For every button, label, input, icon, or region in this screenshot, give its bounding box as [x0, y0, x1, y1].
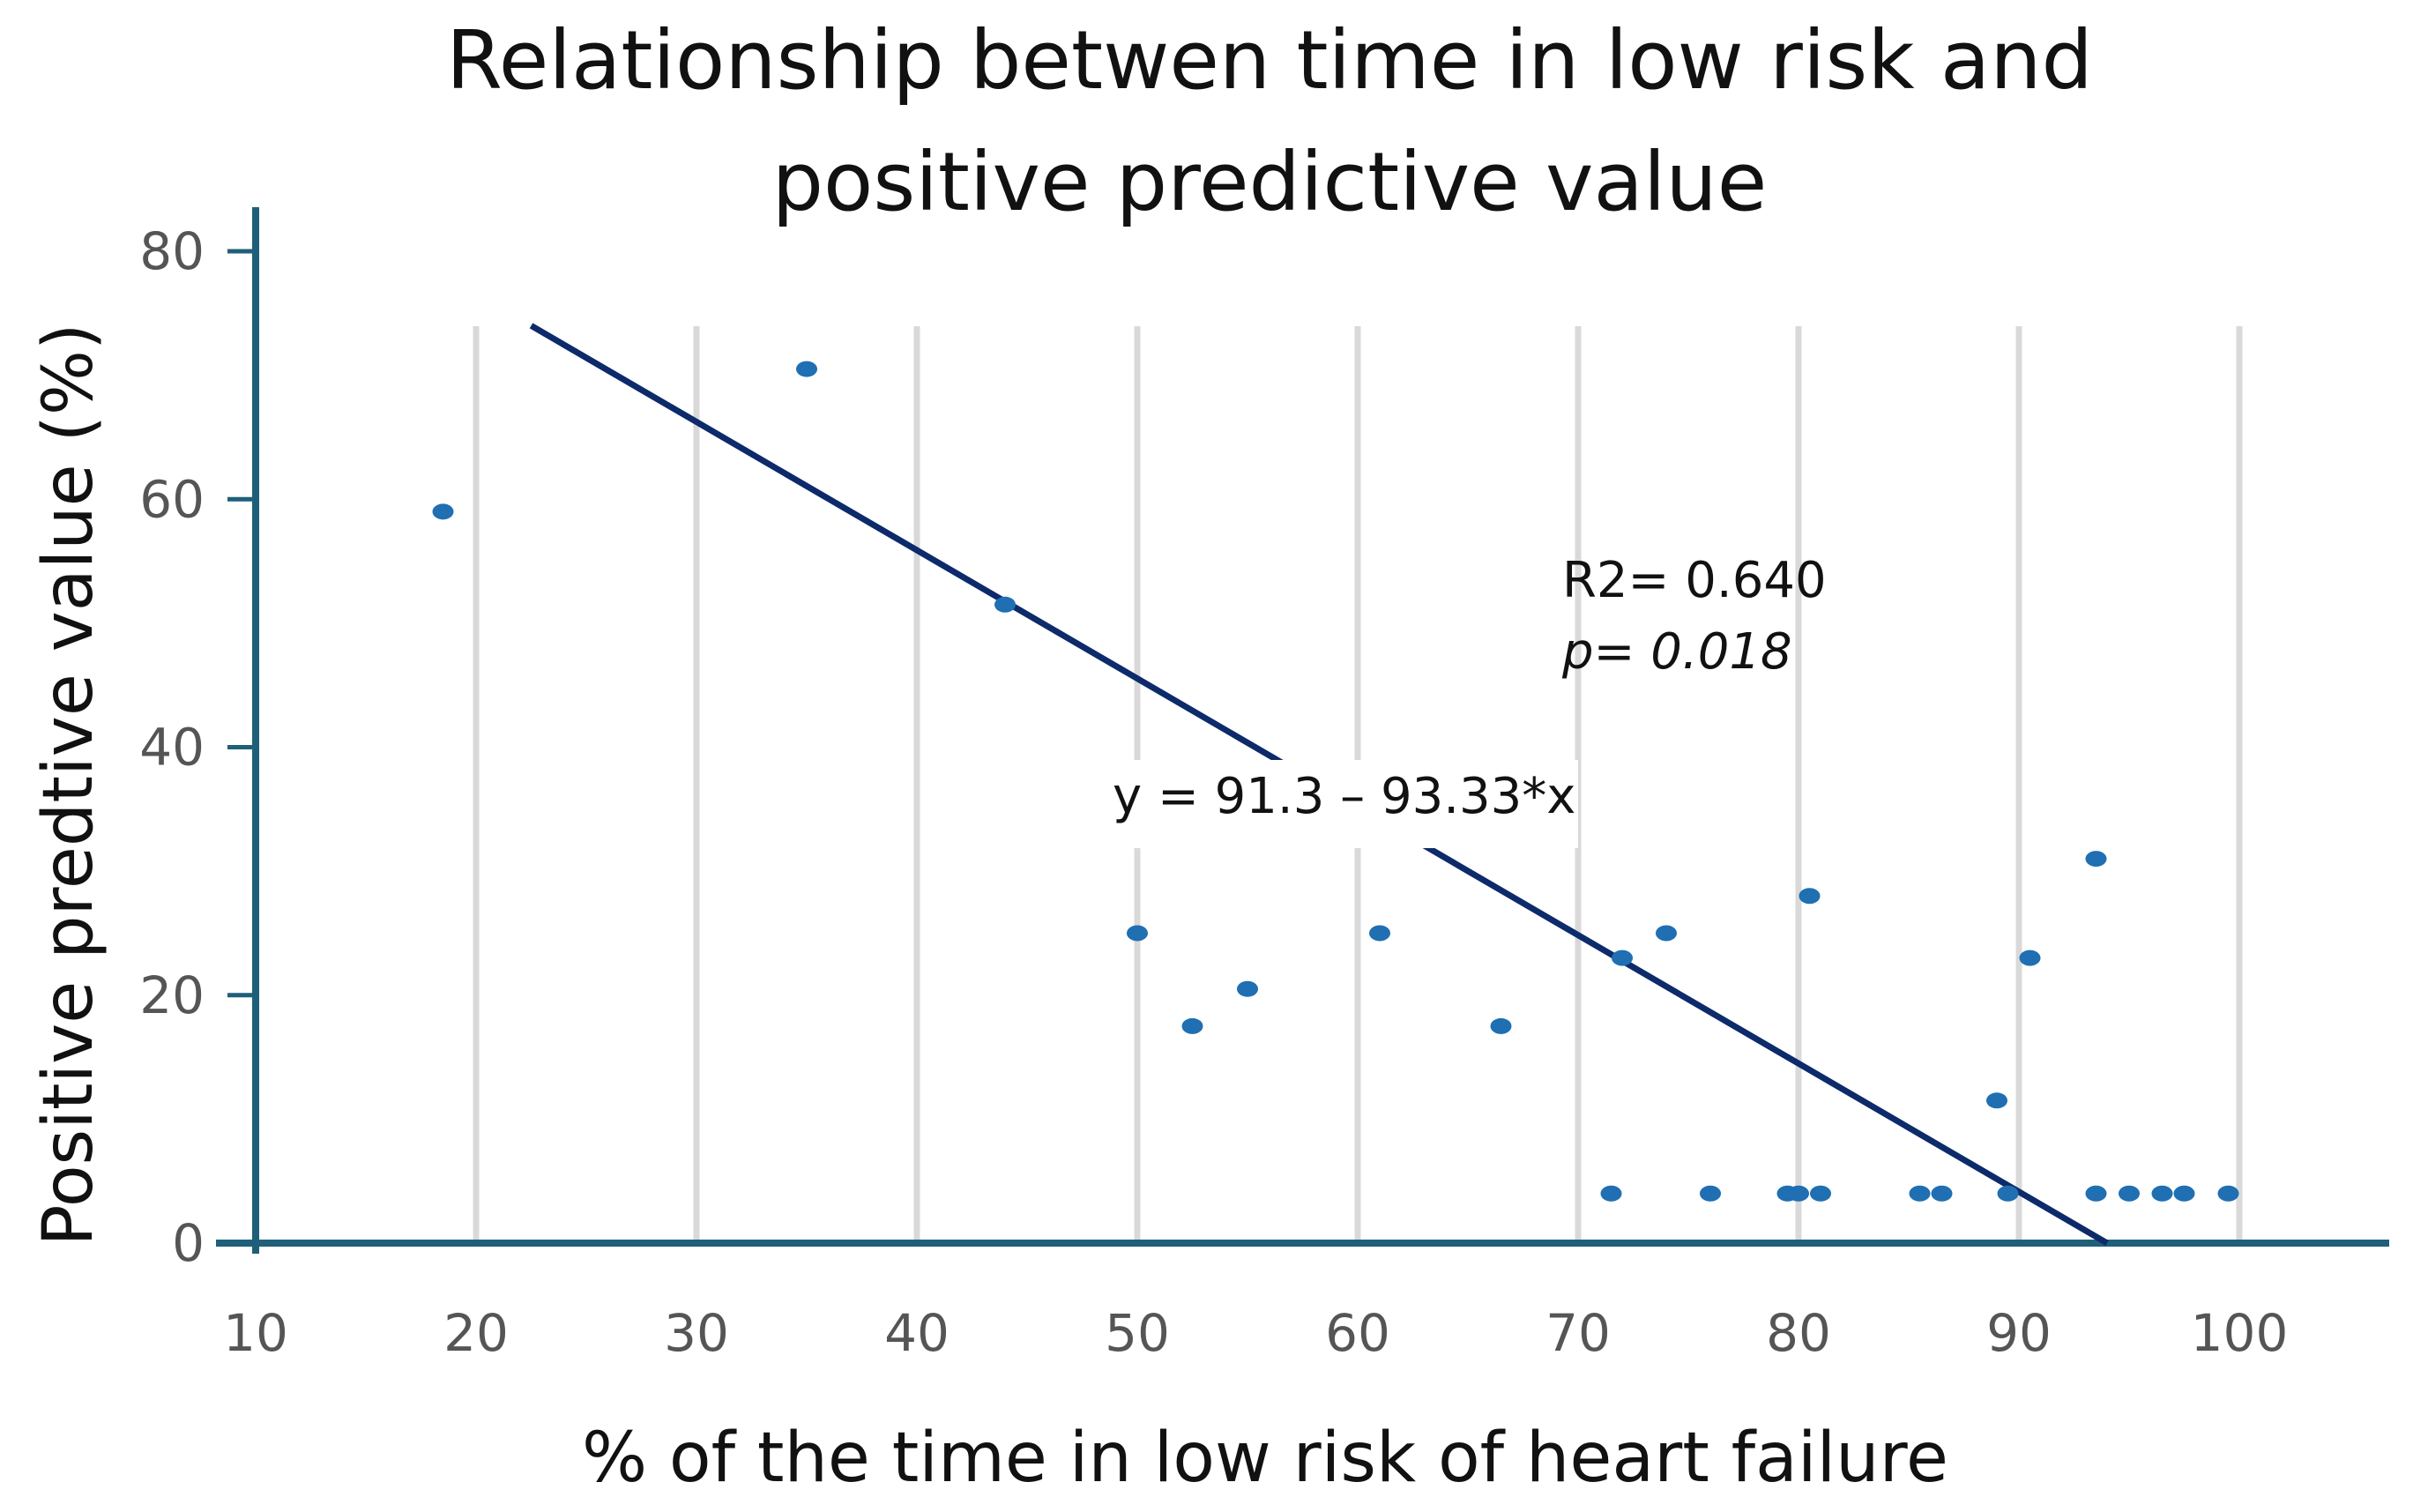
- chart-title-line-2: positive predictive value: [772, 135, 1768, 229]
- y-tick-label-40: 40: [139, 718, 205, 778]
- data-point-25: [2151, 1185, 2173, 1202]
- data-point-15: [1799, 888, 1821, 905]
- data-point-20: [1997, 1185, 2019, 1202]
- tick-labels: 0 20 40 60 80 10 20 30 40 50 60 70 80 90 100: [139, 221, 2288, 1363]
- data-point-26: [2173, 1185, 2195, 1202]
- data-point-23: [2085, 1185, 2107, 1202]
- data-point-18: [1931, 1185, 1953, 1202]
- data-point-1: [432, 503, 454, 520]
- y-tick-label-60: 60: [139, 469, 205, 529]
- x-tick-label-30: 30: [664, 1303, 729, 1363]
- data-points: [432, 361, 2239, 1202]
- data-point-11: [1656, 925, 1677, 942]
- data-point-5: [1181, 1017, 1203, 1034]
- x-tick-label-90: 90: [1986, 1303, 2052, 1363]
- r-squared-label: R2= 0.640: [1562, 552, 1827, 609]
- data-point-24: [2119, 1185, 2140, 1202]
- data-point-19: [1986, 1092, 2007, 1109]
- p-value-label: p= 0.018: [1561, 623, 1792, 681]
- x-tick-label-60: 60: [1325, 1303, 1390, 1363]
- data-point-8: [1490, 1017, 1512, 1034]
- x-tick-label-100: 100: [2191, 1303, 2289, 1363]
- x-tick-label-70: 70: [1545, 1303, 1611, 1363]
- x-tick-label-10: 10: [223, 1303, 288, 1363]
- y-tick-label-80: 80: [139, 221, 205, 281]
- data-point-9: [1600, 1185, 1622, 1202]
- data-point-22: [2085, 851, 2107, 868]
- data-point-12: [1700, 1185, 1721, 1202]
- data-point-2: [796, 361, 817, 377]
- equation-label: y = 91.3 – 93.33*x: [1113, 768, 1575, 825]
- data-point-6: [1237, 980, 1258, 997]
- y-axis-title: Positive predtive value (%): [29, 324, 108, 1247]
- data-point-21: [2019, 950, 2041, 966]
- data-point-16: [1810, 1185, 1831, 1202]
- equation-label-background: [1098, 760, 1578, 848]
- x-tick-label-40: 40: [884, 1303, 950, 1363]
- data-point-14: [1788, 1185, 1809, 1202]
- y-tick-label-20: 20: [139, 965, 205, 1025]
- x-tick-label-80: 80: [1766, 1303, 1831, 1363]
- chart-title-line-1: Relationship betwen time in low risk and: [446, 13, 2093, 108]
- data-point-17: [1909, 1185, 1931, 1202]
- x-tick-label-50: 50: [1105, 1303, 1170, 1363]
- x-tick-label-20: 20: [443, 1303, 509, 1363]
- x-axis-title: % of the time in low risk of heart failu…: [582, 1419, 1948, 1498]
- data-point-7: [1369, 925, 1390, 942]
- data-point-10: [1612, 950, 1633, 966]
- data-point-27: [2217, 1185, 2239, 1202]
- data-point-4: [1127, 925, 1148, 942]
- data-point-3: [994, 596, 1016, 613]
- y-tick-label-0: 0: [172, 1213, 205, 1273]
- axes: [216, 207, 2389, 1254]
